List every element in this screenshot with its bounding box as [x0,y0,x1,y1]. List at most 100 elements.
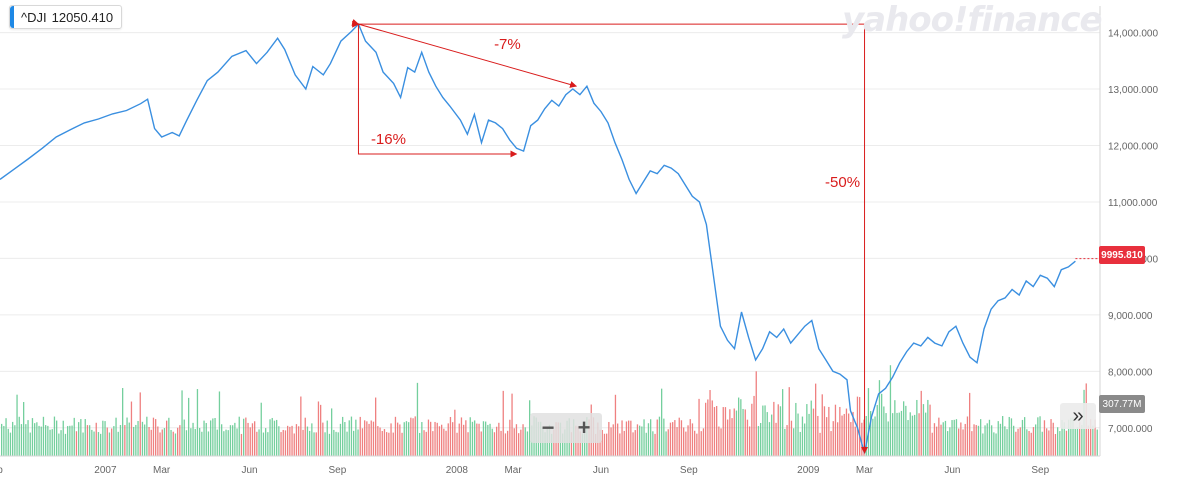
volume-bar [1026,429,1028,456]
volume-bar [834,404,837,456]
volume-bar [331,408,333,456]
volume-bar [892,413,894,456]
volume-bar [432,431,434,456]
volume-bar [518,433,520,456]
volume-bar [830,431,832,456]
volume-bar [183,419,185,456]
volume-bar [482,421,485,456]
volume-bar [832,421,834,456]
volume-bar [337,432,339,456]
volume-bar [311,423,313,456]
volume-bar [711,400,713,456]
volume-bar [1004,426,1006,456]
volume-bar [146,416,148,456]
volume-bar [1065,430,1068,456]
volume-bar [86,425,89,456]
volume-bar [914,414,916,456]
volume-bar [350,416,353,456]
volume-bar [430,421,432,456]
volume-bar [870,411,872,456]
volume-bar [1090,419,1092,456]
zoom-in-button[interactable]: + [577,415,591,440]
volume-bar [12,421,14,456]
volume-bar [27,420,29,456]
volume-bar [647,423,650,456]
volume-bar [973,424,975,456]
volume-bar [168,417,170,456]
y-tick-label: 8,000.000 [1108,367,1153,378]
volume-bar [73,417,75,456]
grid-lines [0,32,1100,429]
volume-bar [280,432,282,456]
x-tick-label: Sep [680,465,698,476]
ticker-legend[interactable]: ^DJI 12050.410 [9,5,123,29]
volume-bar [364,420,366,456]
volume-bar [282,429,284,456]
volume-bar [386,432,388,456]
volume-bar [817,415,819,456]
volume-bar [940,424,942,456]
volume-bar [423,430,425,456]
volume-bar [779,406,782,456]
volume-bar [144,424,146,456]
volume-bar [205,423,207,456]
volume-bar [119,425,122,456]
volume-bar [876,404,878,456]
volume-bar [1019,427,1021,456]
volume-bar [661,388,663,456]
volume-bar [949,427,951,456]
volume-bar [485,421,487,456]
volume-bar [135,424,137,456]
volume-bar [236,428,238,456]
volume-bar [185,430,188,456]
volume-bar [221,424,223,456]
zoom-out-button[interactable]: − [541,415,555,440]
volume-bar [225,429,227,456]
volume-bar [227,430,229,456]
volume-bar [375,397,377,456]
volume-bar [678,417,680,456]
volume-bar [25,424,27,456]
ticker-symbol: ^DJI [21,9,47,25]
volume-bar [194,429,196,456]
annotation-label: -7% [494,36,521,53]
volume-bar [203,420,205,456]
volume-bar [971,431,973,456]
volume-bar [62,420,64,456]
volume-bar [722,407,724,456]
volume-bar [801,416,804,456]
volume-bar [414,416,416,456]
volume-bar [823,406,826,456]
volume-bar [1057,427,1059,456]
volume-bar [709,390,711,456]
volume-bar [392,432,394,456]
volume-bar [997,421,999,456]
volume-bar [806,404,808,456]
volume-bar [298,426,300,456]
volume-bar [1017,428,1019,456]
volume-bar [698,398,700,456]
volume-bar [1059,431,1061,456]
volume-bar [493,432,496,456]
volume-bar [1039,416,1041,456]
volume-bar [427,419,430,456]
annotation-arrow-7pct [351,19,578,88]
volume-bar [507,430,509,456]
volume-bar [689,419,691,456]
volume-bar [504,433,507,456]
volume-bar [500,430,502,456]
volume-bar [975,425,977,456]
volume-bar [491,428,493,456]
volume-bar [991,425,993,456]
volume-bar [333,429,335,456]
volume-bar [907,420,909,456]
volume-bar [916,399,918,456]
expand-chevron-icon[interactable]: » [1060,403,1096,429]
volume-bar [656,419,658,456]
volume-bar [218,391,221,456]
volume-bar [368,423,370,456]
volume-bar [964,423,966,456]
volume-bar [755,371,757,456]
y-axis: 7,000.0008,000.0009,000.00010,000.00011,… [1099,6,1158,456]
